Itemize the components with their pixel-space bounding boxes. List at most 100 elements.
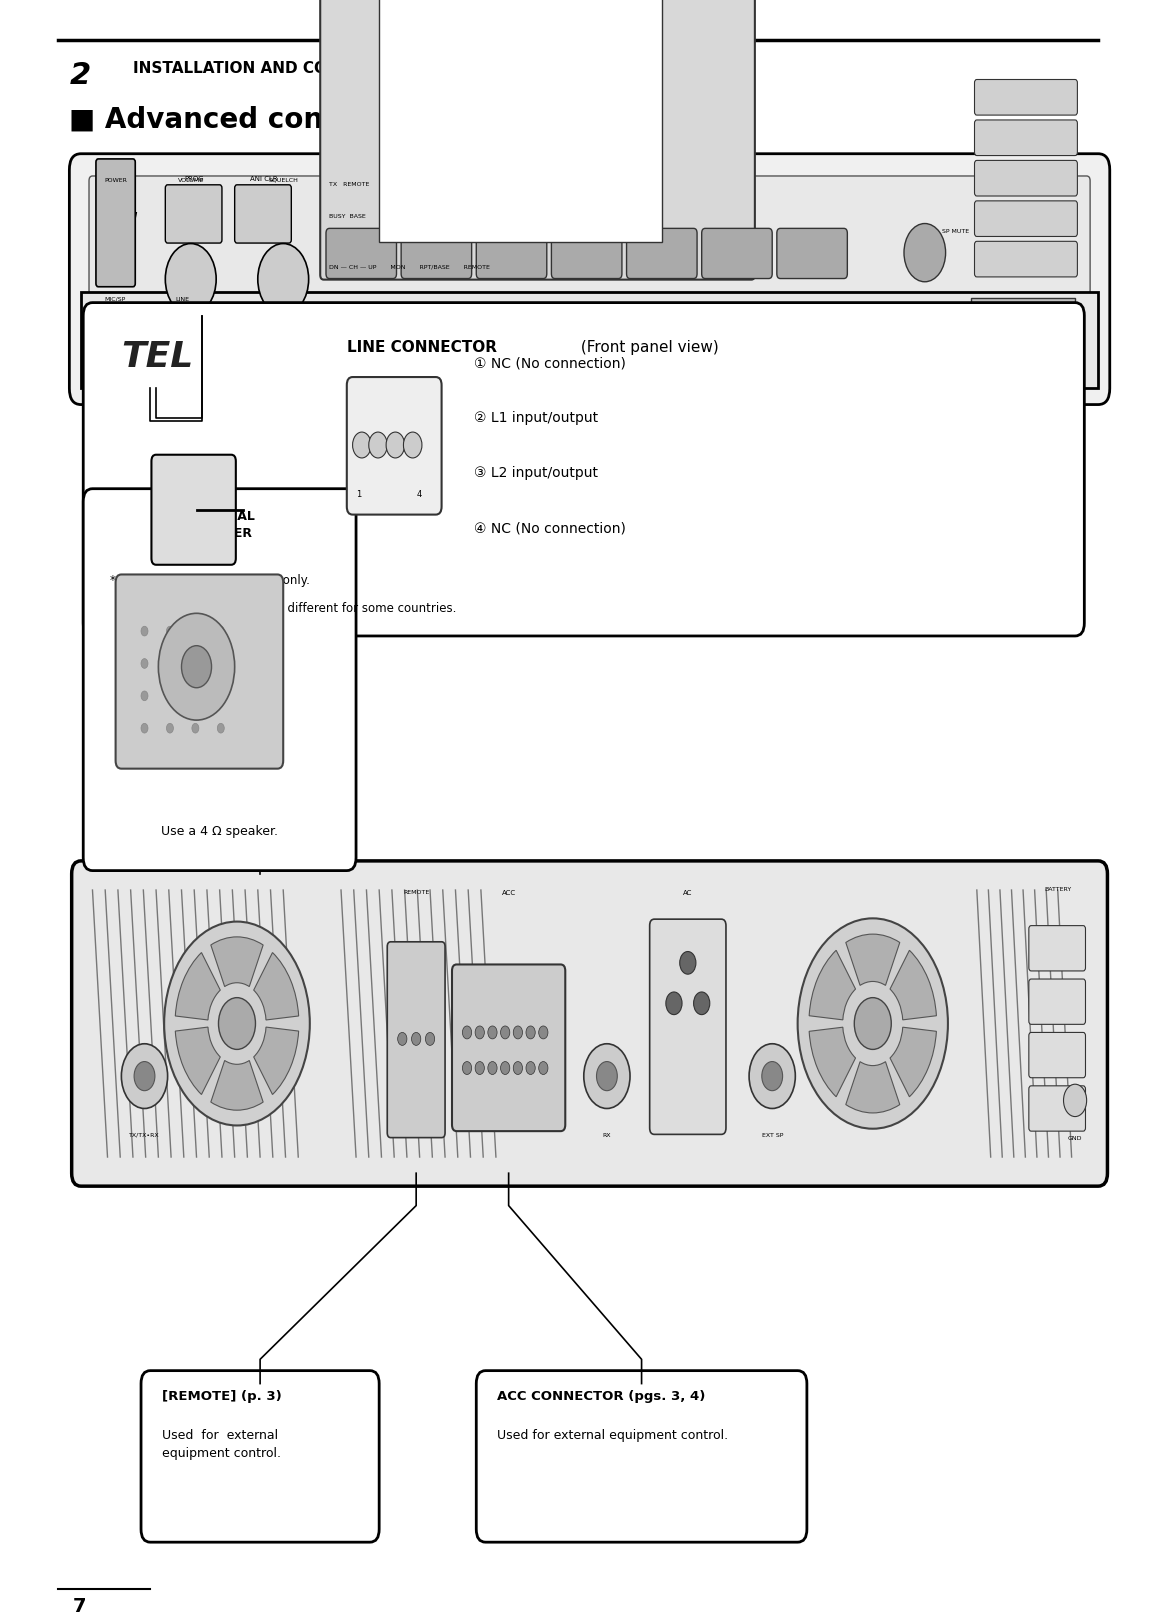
Circle shape [353, 433, 371, 459]
Circle shape [403, 433, 422, 459]
Text: BUSY  BASE: BUSY BASE [329, 214, 366, 219]
Circle shape [141, 658, 148, 668]
Text: 1: 1 [356, 490, 362, 499]
Text: SQUELCH: SQUELCH [268, 178, 298, 183]
Circle shape [166, 626, 173, 635]
Text: ③ L2 input/output: ③ L2 input/output [474, 467, 598, 480]
Text: INSTALLATION AND CONNECTIONS: INSTALLATION AND CONNECTIONS [133, 60, 427, 76]
FancyBboxPatch shape [218, 336, 250, 350]
Text: MIC/SP: MIC/SP [104, 297, 125, 302]
FancyBboxPatch shape [357, 336, 388, 350]
Wedge shape [809, 1028, 855, 1097]
Text: EXTERNAL
SPEAKER: EXTERNAL SPEAKER [183, 509, 257, 540]
Circle shape [218, 997, 255, 1049]
Text: ACC: ACC [502, 890, 516, 896]
FancyBboxPatch shape [218, 361, 250, 376]
Text: REMOTE: REMOTE [403, 890, 429, 895]
FancyBboxPatch shape [542, 361, 573, 376]
FancyBboxPatch shape [403, 361, 435, 376]
Bar [379, 0, 662, 242]
FancyBboxPatch shape [542, 310, 573, 324]
FancyBboxPatch shape [116, 574, 283, 768]
Bar [214, 360, 931, 376]
Bar [214, 334, 931, 350]
Circle shape [111, 185, 120, 198]
FancyBboxPatch shape [866, 310, 897, 324]
Circle shape [217, 626, 224, 635]
FancyBboxPatch shape [450, 336, 481, 350]
Circle shape [217, 658, 224, 668]
FancyBboxPatch shape [450, 310, 481, 324]
FancyBboxPatch shape [1029, 979, 1085, 1024]
Circle shape [501, 1026, 510, 1039]
FancyBboxPatch shape [588, 310, 620, 324]
Circle shape [192, 691, 199, 700]
FancyBboxPatch shape [72, 861, 1107, 1187]
Circle shape [158, 613, 235, 720]
FancyBboxPatch shape [496, 361, 527, 376]
Circle shape [904, 224, 946, 282]
FancyBboxPatch shape [681, 310, 712, 324]
Circle shape [694, 992, 710, 1015]
Text: BATTERY: BATTERY [1044, 887, 1072, 892]
FancyBboxPatch shape [1029, 1086, 1085, 1131]
FancyBboxPatch shape [727, 336, 758, 350]
Circle shape [666, 992, 682, 1015]
Text: EXT SP: EXT SP [762, 1133, 783, 1138]
FancyBboxPatch shape [727, 361, 758, 376]
Circle shape [192, 723, 199, 733]
Circle shape [134, 1062, 155, 1091]
FancyBboxPatch shape [773, 310, 805, 324]
FancyBboxPatch shape [681, 361, 712, 376]
Circle shape [680, 952, 696, 974]
Wedge shape [176, 1028, 221, 1094]
FancyBboxPatch shape [650, 919, 726, 1135]
Text: VOLUME: VOLUME [178, 178, 203, 183]
Circle shape [166, 723, 173, 733]
FancyBboxPatch shape [588, 336, 620, 350]
FancyBboxPatch shape [635, 336, 666, 350]
Wedge shape [210, 937, 264, 987]
Text: 7: 7 [73, 1597, 87, 1616]
Text: SP MUTE: SP MUTE [942, 229, 969, 233]
Circle shape [526, 1062, 535, 1075]
FancyBboxPatch shape [727, 310, 758, 324]
Circle shape [141, 626, 148, 635]
Circle shape [217, 723, 224, 733]
Circle shape [192, 626, 199, 635]
Text: LINE: LINE [176, 297, 190, 302]
Circle shape [121, 1044, 168, 1109]
Text: Used  for  external
equipment control.: Used for external equipment control. [162, 1428, 281, 1461]
Text: LINE CONNECTOR: LINE CONNECTOR [347, 340, 497, 355]
FancyBboxPatch shape [83, 303, 1084, 635]
Circle shape [217, 691, 224, 700]
FancyBboxPatch shape [496, 336, 527, 350]
Wedge shape [846, 934, 899, 986]
Bar [214, 308, 931, 324]
Text: ④ NC (No connection): ④ NC (No connection) [474, 520, 625, 535]
FancyBboxPatch shape [773, 336, 805, 350]
Circle shape [398, 1033, 407, 1046]
Circle shape [488, 1026, 497, 1039]
FancyBboxPatch shape [235, 185, 291, 243]
Wedge shape [846, 1062, 899, 1114]
Wedge shape [253, 1028, 298, 1094]
FancyBboxPatch shape [588, 361, 620, 376]
FancyBboxPatch shape [326, 229, 397, 279]
Text: DN — CH — UP       MON       RPT/BASE       REMOTE: DN — CH — UP MON RPT/BASE REMOTE [329, 264, 490, 269]
Text: AC: AC [683, 890, 692, 896]
FancyBboxPatch shape [975, 79, 1077, 115]
Text: Telephone connector type is different for some countries.: Telephone connector type is different fo… [110, 601, 457, 614]
Text: FM REPEATER: FM REPEATER [560, 177, 620, 185]
FancyBboxPatch shape [773, 361, 805, 376]
FancyBboxPatch shape [866, 361, 897, 376]
Text: ANI CLR: ANI CLR [250, 177, 277, 183]
Text: iCOM: iCOM [102, 211, 139, 224]
FancyBboxPatch shape [627, 229, 697, 279]
FancyBboxPatch shape [635, 310, 666, 324]
FancyBboxPatch shape [151, 456, 236, 564]
FancyBboxPatch shape [777, 229, 847, 279]
FancyBboxPatch shape [551, 229, 622, 279]
FancyBboxPatch shape [476, 229, 547, 279]
Circle shape [513, 1026, 523, 1039]
